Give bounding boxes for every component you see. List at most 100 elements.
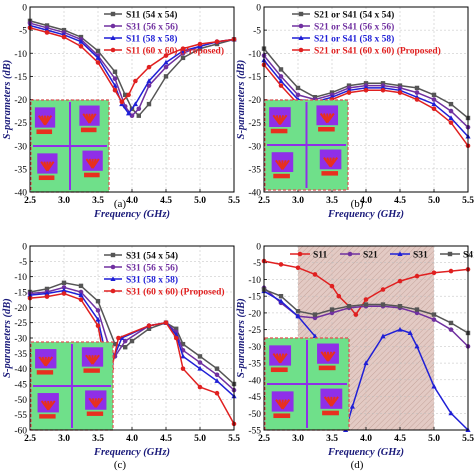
- data-point: [448, 108, 454, 114]
- legend-label: S31 (58 x 58): [126, 275, 178, 286]
- data-point: [414, 90, 420, 95]
- data-point: [278, 298, 284, 304]
- y-tick-label: -10: [248, 276, 261, 286]
- data-point: [95, 299, 101, 304]
- x-tick-label: 4.0: [360, 196, 372, 206]
- y-tick-label: -40: [248, 376, 261, 386]
- data-point: [61, 27, 67, 33]
- data-point: [44, 30, 50, 35]
- panel-label: (b): [351, 198, 364, 210]
- y-tick-label: 0: [256, 4, 261, 14]
- data-point: [278, 83, 284, 88]
- data-point: [180, 55, 186, 61]
- legend-marker: [298, 47, 304, 53]
- legend-label: S11: [313, 251, 328, 261]
- x-tick-label: 2.5: [258, 196, 270, 206]
- plot-frame: [263, 6, 469, 193]
- legend: S21 or S41 (54 x 54)S21 or S41 (56 x 56)…: [292, 10, 441, 57]
- inset-feedline: [318, 365, 336, 371]
- y-tick-label: -40: [248, 189, 261, 199]
- data-point: [163, 74, 169, 79]
- inset-radiator-finger: [281, 159, 290, 170]
- x-tick-label: 2.5: [24, 434, 36, 444]
- data-point: [214, 39, 220, 44]
- y-tick-label: -45: [248, 393, 261, 403]
- inset-radiator-finger: [330, 396, 339, 407]
- data-point: [431, 270, 437, 276]
- plot-frame: [263, 245, 469, 431]
- x-axis-label: Frequency (GHz): [327, 447, 404, 458]
- x-tick-label: 4.5: [160, 196, 172, 206]
- y-tick-label: -5: [253, 259, 261, 269]
- data-point: [146, 101, 152, 107]
- inset-radiator-finger: [46, 161, 55, 172]
- data-point: [363, 87, 369, 93]
- data-point: [78, 289, 84, 295]
- x-tick-label: 3.5: [92, 196, 104, 206]
- legend-marker: [298, 11, 304, 17]
- y-tick-label: -15: [248, 73, 261, 83]
- data-point: [95, 60, 101, 65]
- y-tick-label: -20: [14, 304, 27, 314]
- legend-marker: [110, 288, 116, 294]
- x-tick-label: 4.0: [126, 196, 138, 206]
- data-point: [44, 294, 50, 299]
- y-tick-label: -45: [14, 381, 27, 391]
- data-point: [78, 283, 84, 289]
- data-point: [448, 120, 454, 125]
- inset-feedline: [36, 129, 53, 135]
- data-point: [448, 268, 454, 274]
- data-point: [448, 327, 454, 332]
- data-point: [329, 307, 335, 312]
- data-point: [278, 67, 284, 72]
- data-point: [119, 99, 125, 105]
- data-point: [448, 320, 454, 326]
- data-point: [61, 280, 67, 285]
- data-point: [44, 290, 50, 296]
- legend-label: S31 (56 x 56): [126, 22, 178, 33]
- inset-radiator-finger: [279, 353, 288, 364]
- data-point: [349, 403, 355, 409]
- inset-feedline: [83, 368, 100, 373]
- data-point: [295, 85, 301, 91]
- data-point: [197, 41, 203, 47]
- y-tick-label: -35: [14, 350, 27, 360]
- data-point: [380, 81, 386, 86]
- data-point: [112, 341, 118, 347]
- data-point: [146, 83, 152, 88]
- data-point: [278, 74, 284, 79]
- inset-radiator-finger: [44, 356, 54, 367]
- data-point: [397, 304, 403, 309]
- data-point: [431, 97, 437, 102]
- x-tick-label: 4.5: [394, 434, 406, 444]
- data-point: [431, 317, 437, 322]
- inset-radiator-finger: [91, 158, 100, 169]
- inset-feedline: [84, 172, 100, 178]
- data-point: [180, 366, 186, 371]
- x-tick-label: 3.0: [292, 196, 304, 206]
- data-point: [197, 384, 203, 390]
- data-point: [116, 335, 121, 341]
- data-point: [363, 360, 369, 366]
- data-point: [431, 106, 437, 112]
- chart-panel-3: 0 -5 -10 -15 -20 -25 -30 -35 -40 -45 -50 -55 -602.5 3…: [2, 243, 240, 472]
- y-tick-label: -5: [253, 27, 261, 37]
- data-point: [380, 302, 386, 307]
- data-point: [414, 85, 420, 91]
- x-tick-label: 3.5: [326, 196, 338, 206]
- data-point: [136, 106, 142, 112]
- y-tick-label: -15: [14, 73, 27, 83]
- x-tick-label: 3.5: [92, 434, 104, 444]
- data-point: [146, 326, 152, 331]
- y-tick-label: 0: [22, 243, 27, 253]
- y-tick-label: -20: [248, 309, 261, 319]
- panel-label: (d): [351, 459, 364, 471]
- data-point: [61, 34, 67, 40]
- legend-marker: [110, 47, 116, 53]
- data-point: [78, 292, 84, 298]
- x-tick-label: 4.5: [394, 196, 406, 206]
- inset-radiator-finger: [91, 354, 100, 365]
- inset-feedline: [38, 175, 55, 181]
- chart-panel-2: 0 -5 -10 -15 -20 -25 -30 -35 -402.5 3.0 3.5 4.0 4.5 5…: [236, 4, 474, 221]
- y-tick-label: -35: [248, 165, 261, 175]
